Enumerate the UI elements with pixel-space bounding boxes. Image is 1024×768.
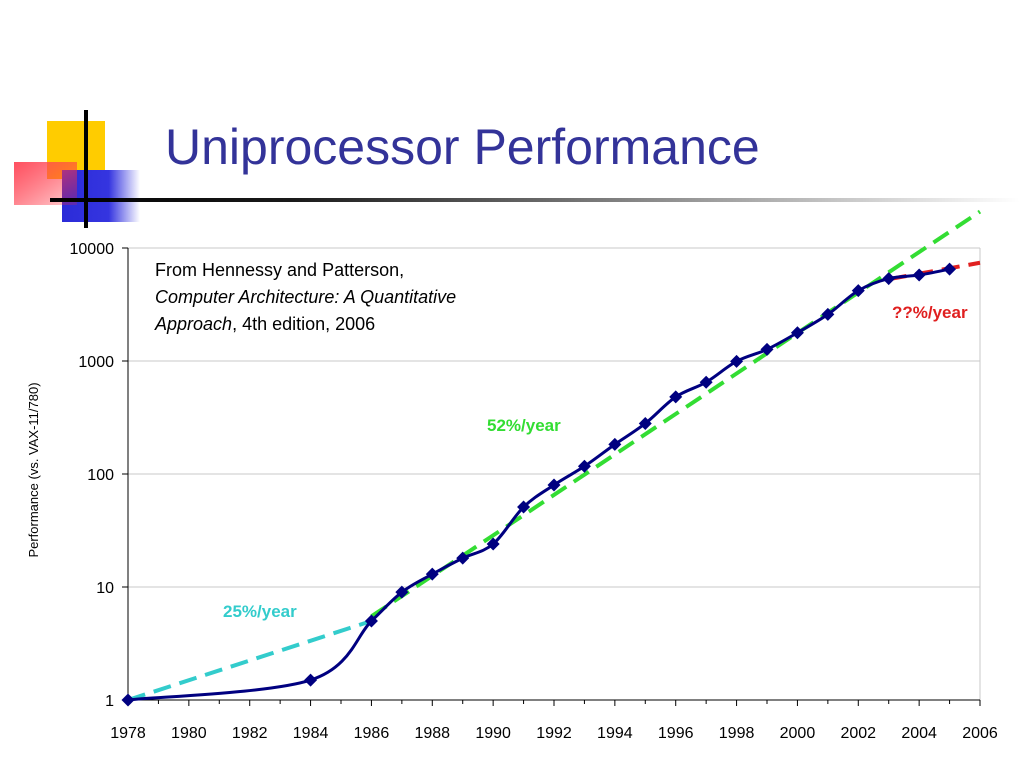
citation-edition: , 4th edition, 2006 — [232, 314, 376, 334]
trendline-25 — [127, 619, 373, 702]
trend-label-25: 25%/year — [223, 602, 297, 621]
x-tick-label: 1994 — [597, 725, 633, 742]
data-point — [669, 390, 683, 404]
data-point — [821, 307, 835, 321]
y-tick-label: 10000 — [70, 241, 115, 258]
x-tick-label: 1978 — [110, 725, 146, 742]
x-tick-label: 1982 — [232, 725, 268, 742]
data-point — [730, 354, 744, 368]
citation-text: From Hennessy and Patterson, Computer Ar… — [155, 257, 515, 338]
red-square — [14, 162, 77, 205]
data-point — [638, 416, 652, 430]
data-point — [760, 342, 774, 356]
horizontal-rule — [50, 198, 1020, 202]
x-tick-label: 2000 — [780, 725, 816, 742]
data-point — [943, 262, 957, 276]
trend-label-unknown: ??%/year — [892, 303, 968, 322]
x-tick-label: 1986 — [354, 725, 390, 742]
data-point — [851, 284, 865, 298]
data-point — [304, 673, 318, 687]
data-point — [517, 500, 531, 514]
y-tick-label: 100 — [87, 467, 114, 484]
data-point — [364, 614, 378, 628]
x-tick-label: 1990 — [475, 725, 511, 742]
data-point — [486, 537, 500, 551]
citation-book-title: Computer Architecture: A Quantitative Ap… — [155, 287, 457, 334]
data-point — [395, 585, 409, 599]
x-tick-label: 1984 — [293, 725, 329, 742]
y-axis-title: Performance (vs. VAX-11/780) — [26, 382, 41, 557]
x-tick-label: 1992 — [536, 725, 572, 742]
y-tick-label: 1 — [105, 693, 114, 710]
x-tick-label: 1996 — [658, 725, 694, 742]
trend-label-52: 52%/year — [487, 416, 561, 435]
citation-line1: From Hennessy and Patterson, — [155, 260, 405, 280]
x-tick-label: 2004 — [901, 725, 937, 742]
data-point — [790, 326, 804, 340]
x-tick-label: 1980 — [171, 725, 207, 742]
data-point — [121, 693, 135, 707]
data-point — [425, 567, 439, 581]
title-decoration — [14, 110, 1020, 228]
data-point — [577, 459, 591, 473]
y-tick-label: 10 — [96, 580, 114, 597]
data-point — [547, 478, 561, 492]
trendline-52 — [370, 209, 982, 619]
page-title: Uniprocessor Performance — [165, 119, 760, 175]
data-point — [882, 272, 896, 286]
x-tick-label: 2006 — [962, 725, 998, 742]
data-point — [699, 375, 713, 389]
x-tick-label: 2002 — [840, 725, 876, 742]
data-point — [912, 268, 926, 282]
data-point — [608, 437, 622, 451]
y-tick-label: 1000 — [78, 354, 114, 371]
x-tick-label: 1998 — [719, 725, 755, 742]
data-point — [456, 551, 470, 565]
x-tick-label: 1988 — [414, 725, 450, 742]
vertical-rule — [84, 110, 88, 228]
